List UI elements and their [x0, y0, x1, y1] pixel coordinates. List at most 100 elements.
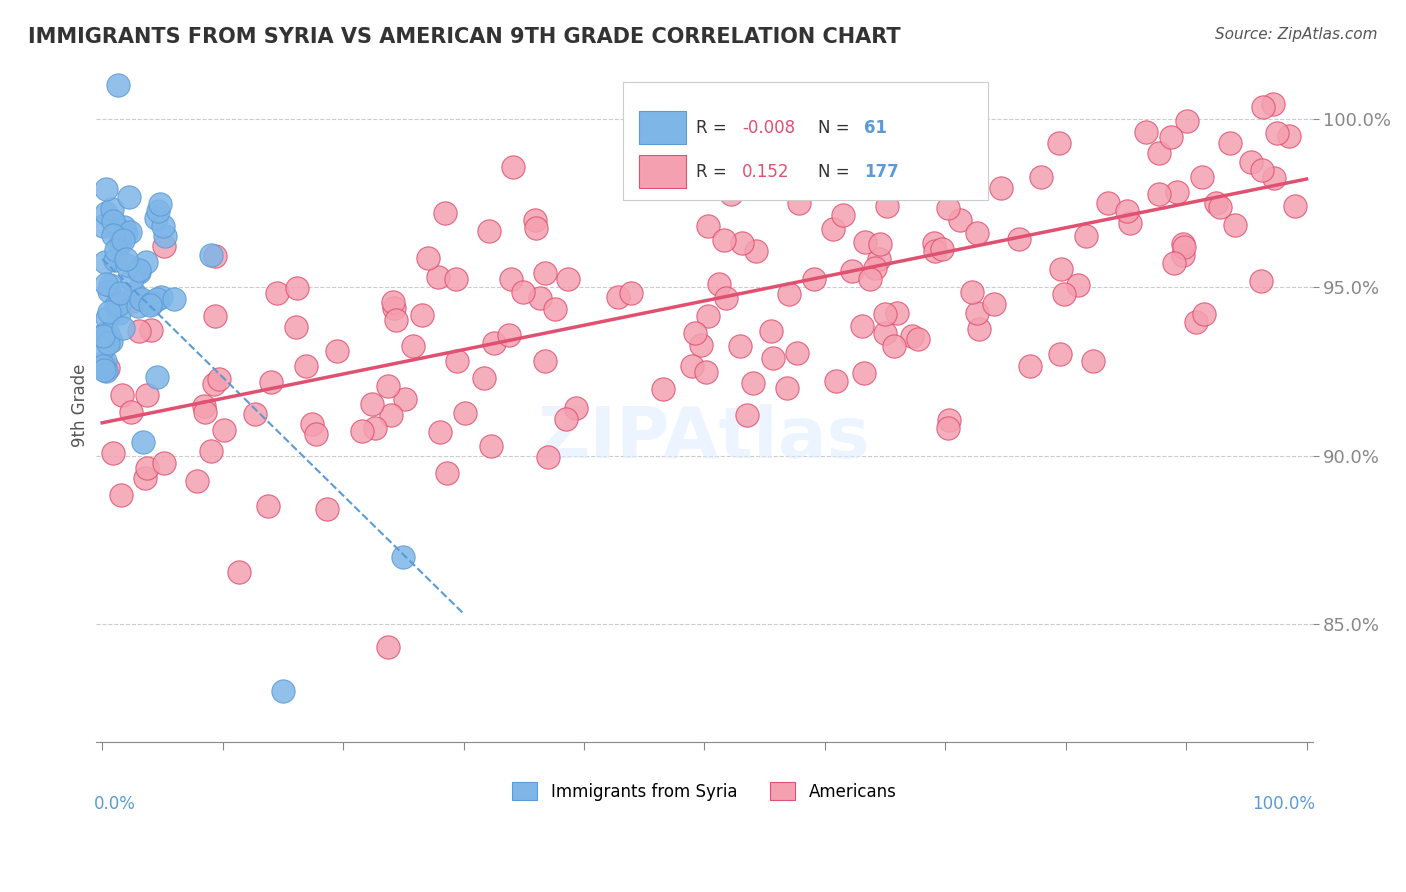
Point: [128, 324, 150, 338]
Point: [380, 408, 402, 422]
Point: [1209, 200, 1232, 214]
Point: [115, 252, 138, 267]
Point: [936, 201, 959, 215]
Point: [707, 277, 730, 291]
Point: [652, 382, 675, 396]
Point: [1116, 204, 1139, 219]
Point: [537, 450, 560, 465]
Point: [1052, 287, 1074, 301]
Point: [200, 444, 222, 458]
Point: [924, 244, 946, 258]
Point: [775, 381, 797, 395]
Point: [115, 227, 138, 241]
Point: [385, 313, 408, 327]
Point: [214, 423, 236, 437]
Point: [148, 197, 170, 211]
Point: [453, 406, 475, 420]
Point: [152, 219, 174, 234]
Point: [1166, 185, 1188, 199]
Point: [392, 549, 415, 564]
Text: 0.152: 0.152: [742, 162, 790, 180]
Point: [284, 320, 307, 334]
Point: [1267, 126, 1289, 140]
Point: [803, 272, 825, 286]
Point: [93, 219, 115, 233]
Point: [929, 115, 952, 129]
Point: [759, 324, 782, 338]
Point: [990, 180, 1012, 194]
Point: [271, 684, 294, 698]
Point: [382, 295, 405, 310]
Point: [145, 370, 167, 384]
Point: [100, 334, 122, 348]
Point: [93, 363, 115, 377]
Point: [543, 301, 565, 316]
Point: [93, 342, 115, 356]
Point: [155, 228, 177, 243]
Point: [1219, 46, 1241, 61]
Point: [108, 238, 131, 252]
Point: [112, 321, 135, 335]
Point: [97, 284, 120, 298]
Text: 100.0%: 100.0%: [1251, 796, 1315, 814]
Point: [118, 190, 141, 204]
FancyBboxPatch shape: [638, 154, 686, 187]
Point: [737, 408, 759, 422]
Point: [266, 286, 288, 301]
Point: [101, 227, 124, 242]
Point: [690, 338, 713, 352]
Point: [382, 301, 405, 316]
Point: [1147, 146, 1170, 161]
Point: [402, 338, 425, 352]
Point: [124, 286, 146, 301]
Point: [97, 305, 120, 319]
Point: [900, 328, 922, 343]
Point: [502, 161, 524, 175]
Point: [555, 412, 578, 426]
Point: [786, 346, 808, 360]
Point: [112, 233, 135, 247]
Point: [873, 326, 896, 340]
Point: [1192, 307, 1215, 321]
Point: [94, 354, 117, 368]
Text: ZIPAtlas: ZIPAtlas: [538, 404, 870, 474]
Point: [1171, 237, 1194, 252]
Point: [361, 397, 384, 411]
Point: [685, 326, 707, 340]
Point: [94, 277, 117, 291]
Point: [477, 224, 499, 238]
Point: [200, 248, 222, 262]
Point: [193, 399, 215, 413]
Point: [512, 285, 534, 299]
Point: [529, 291, 551, 305]
Point: [762, 351, 785, 366]
Point: [752, 174, 775, 188]
Point: [146, 292, 169, 306]
Point: [394, 392, 416, 406]
Point: [194, 405, 217, 419]
Point: [524, 220, 547, 235]
Point: [128, 263, 150, 277]
Point: [1261, 97, 1284, 112]
Point: [876, 199, 898, 213]
Point: [606, 290, 628, 304]
Point: [136, 461, 159, 475]
Point: [107, 306, 129, 320]
Point: [869, 237, 891, 252]
Point: [304, 426, 326, 441]
Point: [153, 239, 176, 253]
Point: [983, 297, 1005, 311]
Point: [821, 222, 844, 236]
Point: [534, 266, 557, 280]
Point: [787, 196, 810, 211]
Point: [886, 306, 908, 320]
Point: [1175, 113, 1198, 128]
Point: [557, 272, 579, 286]
Point: [429, 425, 451, 440]
Point: [141, 323, 163, 337]
Point: [315, 502, 337, 516]
Point: [108, 222, 131, 236]
Point: [121, 294, 143, 309]
Point: [153, 456, 176, 470]
Point: [1049, 261, 1071, 276]
